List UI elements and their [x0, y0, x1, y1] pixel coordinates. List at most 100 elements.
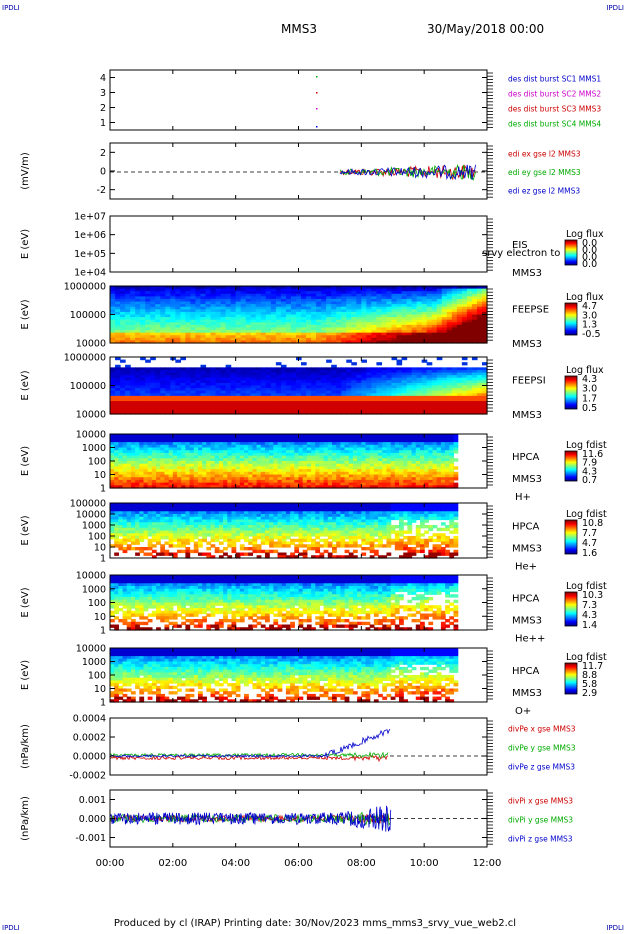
- feepsi-cell: [346, 411, 352, 415]
- feepse-cell: [250, 317, 257, 321]
- hpca-cell: [252, 482, 258, 486]
- feepsi-cell: [215, 403, 222, 407]
- hpca-cell: [352, 442, 358, 446]
- feepse-cell: [195, 291, 202, 295]
- feepsi-cell: [396, 375, 403, 379]
- hpca-cell: [156, 444, 161, 449]
- hpca-cell: [147, 436, 153, 440]
- feepsi-cell: [466, 377, 473, 381]
- hpca-cell: [319, 463, 325, 467]
- feepse-cell: [120, 304, 126, 308]
- hpca-cell: [147, 455, 153, 459]
- feepsi-cell: [290, 401, 297, 405]
- feepse-cell: [165, 340, 171, 344]
- feepse-cell: [391, 304, 398, 308]
- feepse-cell: [220, 301, 227, 305]
- hpca-cell: [210, 436, 216, 440]
- feepse-cell: [436, 306, 443, 310]
- feepse-cell: [421, 330, 428, 334]
- feepse-cell: [466, 337, 473, 342]
- hpca-cell: [181, 469, 186, 473]
- feepsi-cell: [426, 377, 433, 381]
- hpca-cell: [373, 442, 379, 446]
- feepse-cell: [381, 296, 388, 300]
- feepsi-cell: [250, 388, 257, 392]
- feepse-cell: [230, 298, 237, 303]
- feepse-cell: [115, 311, 121, 316]
- feepse-cell: [125, 317, 131, 321]
- hpca-cell: [306, 485, 312, 489]
- feepse-cell: [466, 309, 473, 313]
- hpca-cell: [294, 466, 300, 470]
- feepsi-cell: [336, 411, 342, 415]
- hpca-cell: [135, 477, 140, 481]
- hpca-cell: [118, 434, 124, 438]
- feepsi-cell: [255, 393, 262, 397]
- feepsi-cell: [401, 395, 408, 400]
- feepse-cell: [180, 288, 186, 292]
- feepsi-cell: [190, 395, 197, 400]
- feepsi-cell: [436, 401, 443, 405]
- feepsi-cell: [145, 395, 151, 400]
- feepse-cell: [351, 337, 357, 342]
- feepsi-cell: [461, 377, 468, 381]
- hpca-cell: [156, 458, 161, 462]
- feepse-cell: [441, 291, 448, 295]
- hpca-cell: [151, 434, 157, 438]
- feepse-cell: [130, 322, 136, 326]
- hpca-cell: [361, 461, 367, 465]
- feepse-cell: [351, 291, 357, 295]
- hpca-cell: [298, 479, 304, 484]
- burst-marker: [316, 76, 318, 78]
- feepse-cell: [110, 301, 116, 305]
- hpca-cell: [277, 461, 283, 465]
- feepse-cell: [255, 322, 262, 326]
- hpca-cell: [156, 452, 161, 457]
- feepsi-cell: [431, 403, 438, 407]
- feepse-cell: [210, 332, 217, 336]
- hpca-cell: [114, 474, 119, 478]
- feepsi-cell: [421, 390, 428, 394]
- feepsi-cell: [160, 408, 166, 413]
- feepsi-cell: [336, 401, 342, 405]
- feepse-cell: [155, 311, 161, 316]
- feepse-cell: [120, 322, 126, 326]
- feepsi-cell: [225, 398, 232, 402]
- hpca-cell: [352, 452, 358, 457]
- hpca-cell: [193, 466, 199, 470]
- feepse-cell: [215, 327, 222, 331]
- hpca-cell: [172, 461, 178, 465]
- feepse-cell: [270, 337, 277, 342]
- hpca-cell: [344, 485, 350, 489]
- hpca-cell: [298, 455, 304, 459]
- feepsi-cell: [245, 385, 252, 389]
- feepsi-cell: [140, 398, 146, 402]
- feepsi-cell: [406, 411, 413, 415]
- feepse-cell: [311, 296, 317, 300]
- feepse-cell: [130, 311, 136, 316]
- feepse-cell: [406, 314, 413, 318]
- feepse-cell: [275, 340, 282, 344]
- feepse-cell: [461, 324, 468, 329]
- hpca-cell: [294, 450, 300, 454]
- hpca-cell: [344, 471, 350, 476]
- hpca-cell: [365, 471, 371, 476]
- feepse-cell: [155, 319, 161, 323]
- feepse-cell: [135, 301, 141, 305]
- hpca-cell: [273, 469, 279, 473]
- feepse-cell: [336, 319, 342, 323]
- hpca-cell: [306, 469, 312, 473]
- feepse-cell: [421, 335, 428, 339]
- feepsi-cell: [451, 401, 458, 405]
- feepse-cell: [416, 291, 423, 295]
- feepse-cell: [280, 309, 287, 313]
- feepse-cell: [125, 340, 131, 344]
- feepse-cell: [346, 304, 352, 308]
- feepsi-cell: [401, 398, 408, 402]
- feepse-cell: [301, 306, 307, 310]
- hpca-cell: [294, 461, 300, 465]
- hpca-cell: [369, 444, 375, 449]
- feepsi-cell: [125, 411, 131, 415]
- feepsi-cell: [235, 406, 242, 410]
- feepse-cell: [295, 288, 302, 292]
